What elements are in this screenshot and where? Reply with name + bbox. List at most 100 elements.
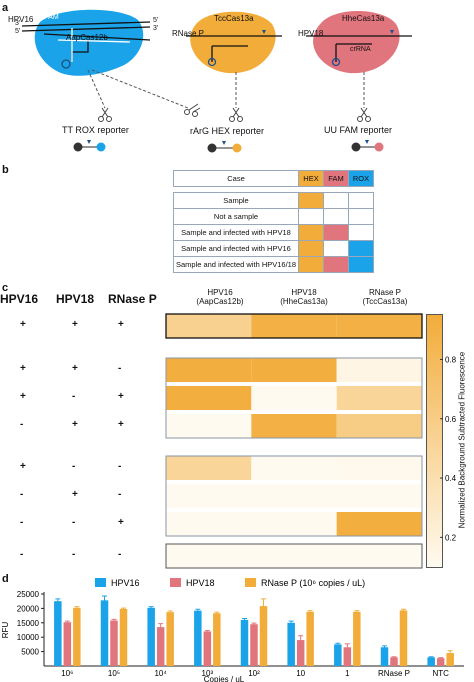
condition-sign: - <box>72 391 76 402</box>
colorbar-ticks: 0.8 0.6 0.4 0.2 <box>440 355 457 542</box>
bar-rnase <box>399 610 408 666</box>
hpv16-crrna <box>57 28 131 62</box>
bar-hpv18 <box>63 622 72 666</box>
condition-sign: - <box>118 363 122 374</box>
bar-hpv18 <box>343 647 352 666</box>
condition-sign: - <box>20 549 24 560</box>
panel-label-b: b <box>2 164 9 176</box>
heatmap-cell <box>251 484 337 508</box>
complex3-enzyme-label: HheCas13a <box>342 14 385 23</box>
heatmap-cell <box>251 456 337 480</box>
bar-hpv16 <box>287 622 295 666</box>
bar-hpv16 <box>100 600 109 666</box>
colorbar-label: Normalized Background Subtracted Fluores… <box>457 351 467 529</box>
col-header-hpv16-line1: HPV16 <box>207 288 233 297</box>
bar-rnase <box>119 608 128 666</box>
y-axis-label: RFU <box>1 622 10 639</box>
scissors-icon <box>357 107 371 122</box>
complex2-target-label: RNase P <box>172 29 205 38</box>
channel-cell-hex <box>298 192 324 209</box>
row-header-rnasep: RNase P <box>108 292 157 306</box>
colorbar-tick-label: 0.8 <box>445 355 457 364</box>
legend-label: HPV16 <box>111 578 140 588</box>
x-tick-label: 10⁴ <box>154 669 167 678</box>
fam-reporter-label: UU FAM reporter <box>324 125 393 135</box>
bar-rnase <box>259 606 268 666</box>
condition-sign: + <box>20 391 26 402</box>
x-tick-label: 1 <box>345 669 350 678</box>
heatmap <box>165 313 423 569</box>
condition-sign: - <box>118 489 122 500</box>
fam-header: FAM <box>323 170 349 187</box>
colorbar-tick-label: 0.2 <box>445 533 457 542</box>
legend-swatch <box>95 578 106 587</box>
channel-cell-fam <box>323 256 349 273</box>
bar-rnase <box>353 611 361 666</box>
channel-cell-hex <box>298 208 324 225</box>
col-header-hpv16-line2: (AapCas12b) <box>196 297 244 306</box>
heatmap-cell <box>166 358 252 382</box>
channel-cell-fam <box>323 224 349 241</box>
case-label: Sample and infected with HPV16/18 <box>173 256 299 273</box>
panel-b-header-table: Case HEX FAM ROX <box>173 170 374 187</box>
channel-cell-hex <box>298 240 324 257</box>
rox-header: ROX <box>348 170 374 187</box>
bar-hpv16 <box>54 601 62 666</box>
condition-sign: - <box>20 419 24 430</box>
heatmap-cell <box>336 456 422 480</box>
case-row: Sample <box>173 192 374 209</box>
heatmap-cell <box>336 414 422 438</box>
heatmap-cell <box>336 512 422 536</box>
heatmap-group-box <box>165 455 423 537</box>
legend-swatch <box>170 578 181 587</box>
complex1-pam-label: PAM <box>44 14 59 21</box>
y-tick-label: 10000 <box>17 633 40 642</box>
condition-sign: + <box>118 319 124 330</box>
condition-sign: - <box>20 517 24 528</box>
x-tick-label: 10⁶ <box>61 669 73 678</box>
col-header-hpv18-line1: HPV18 <box>291 288 317 297</box>
condition-sign: - <box>20 489 24 500</box>
legend-swatch <box>245 578 256 587</box>
hhecas13a-blob <box>313 10 400 74</box>
condition-sign: + <box>72 363 78 374</box>
condition-sign: + <box>72 489 78 500</box>
case-row: Sample and infected with HPV16/18 <box>173 256 374 273</box>
bar-rnase <box>213 613 221 666</box>
col-header-hpv16: HPV16 (AapCas12b) <box>190 288 250 306</box>
case-label: Sample and infected with HPV18 <box>173 224 299 241</box>
legend-label: HPV18 <box>186 578 215 588</box>
row-header-hpv16: HPV16 <box>0 292 39 306</box>
bar-hpv16 <box>194 610 202 666</box>
bar-hpv16 <box>240 619 249 666</box>
col-header-hpv18-line2: (HheCas13a) <box>280 297 328 306</box>
rox-reporter-label: TT ROX reporter <box>62 125 129 135</box>
tcc-loop <box>207 57 217 67</box>
case-label: Not a sample <box>173 208 299 225</box>
condition-sign: - <box>72 461 76 472</box>
col-header-hpv18: HPV18 (HheCas13a) <box>274 288 334 306</box>
bar-hpv16 <box>334 644 342 666</box>
case-label: Sample and infected with HPV16 <box>173 240 299 257</box>
col-header-rnasep-line1: RNase P <box>368 288 401 297</box>
bar-hpv18 <box>156 627 165 666</box>
heatmap-cell <box>336 484 422 508</box>
scissors-icon <box>184 103 201 117</box>
cut-site-marker <box>132 12 136 16</box>
hex-header: HEX <box>298 170 324 187</box>
panel-label-c: c <box>2 282 9 294</box>
condition-sign: - <box>118 461 122 472</box>
condition-sign: + <box>20 461 26 472</box>
case-row: Sample and infected with HPV18 <box>173 224 374 241</box>
channel-cell-fam <box>323 240 349 257</box>
bar-rnase <box>306 611 314 666</box>
channel-cell-fam <box>323 192 349 209</box>
hex-reporter-label: rArG HEX reporter <box>190 126 265 136</box>
x-tick-label: NTC <box>432 669 449 678</box>
panel-label-a: a <box>2 2 9 14</box>
heatmap-cell <box>166 456 252 480</box>
heatmap-cell <box>166 484 252 508</box>
heatmap-cell <box>166 314 252 338</box>
hex-reporter-molecule <box>207 141 242 153</box>
condition-sign: + <box>72 319 78 330</box>
